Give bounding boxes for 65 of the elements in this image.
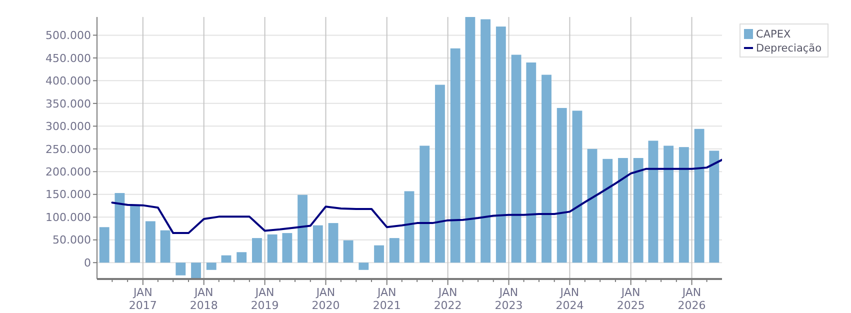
y-tick-label: 250.000 xyxy=(46,142,91,156)
x-tick-label: JAN 2021 xyxy=(372,286,401,312)
bar xyxy=(130,204,140,263)
y-tick-label: 500.000 xyxy=(46,29,91,42)
y-tick-label: 400.000 xyxy=(46,74,91,88)
x-tick-label: JAN 2024 xyxy=(556,286,584,312)
x-tick-label: JAN 2018 xyxy=(190,286,218,312)
y-tick-label: 200.000 xyxy=(46,166,91,179)
bar xyxy=(542,74,552,263)
legend-label: Depreciação xyxy=(756,42,822,55)
bar xyxy=(145,221,156,263)
bar xyxy=(114,193,125,263)
bar xyxy=(511,54,522,263)
bar xyxy=(298,194,308,263)
bar xyxy=(206,262,216,270)
bar xyxy=(160,230,170,263)
bar xyxy=(694,128,704,263)
bar xyxy=(587,148,598,263)
bar xyxy=(374,245,384,263)
bar xyxy=(450,48,460,263)
x-tick-label: JAN 2025 xyxy=(616,286,645,312)
bar xyxy=(465,17,476,263)
bar xyxy=(633,158,644,263)
bar xyxy=(267,234,278,263)
bar xyxy=(191,262,201,279)
x-tick-label: JAN 2017 xyxy=(128,286,157,312)
bar xyxy=(99,227,110,263)
bar xyxy=(176,262,186,276)
y-tick-label: 0 xyxy=(84,256,91,270)
y-tick-label: 450.000 xyxy=(46,52,91,65)
bar xyxy=(664,146,674,263)
bar xyxy=(252,238,262,263)
bar xyxy=(602,158,613,263)
bar xyxy=(343,240,354,263)
bar xyxy=(526,62,536,263)
bar xyxy=(618,158,628,263)
x-tick-label: JAN 2023 xyxy=(494,286,523,312)
x-tick-label: JAN 2020 xyxy=(312,286,340,312)
bar xyxy=(678,147,689,263)
y-tick-label: 150.000 xyxy=(46,188,91,202)
bar xyxy=(480,19,491,263)
bar xyxy=(282,233,292,263)
y-tick-label: 50.000 xyxy=(52,234,91,247)
bar xyxy=(556,108,567,263)
bar xyxy=(709,150,720,263)
bar xyxy=(435,84,445,263)
bar xyxy=(496,26,506,263)
bar xyxy=(358,262,369,270)
x-tick-label: JAN 2022 xyxy=(434,286,462,312)
bar xyxy=(572,110,582,263)
x-tick-label: JAN 2026 xyxy=(678,286,706,312)
bar xyxy=(221,255,232,263)
x-tick-label: JAN 2019 xyxy=(250,286,279,312)
line-series xyxy=(111,158,722,234)
bar xyxy=(648,140,658,263)
bar xyxy=(404,191,414,263)
bar xyxy=(328,223,338,263)
y-tick-label: 300.000 xyxy=(46,120,91,134)
y-tick-label: 100.000 xyxy=(46,210,91,224)
legend-label: CAPEX xyxy=(756,28,791,41)
bar xyxy=(389,238,400,263)
bar xyxy=(420,146,430,263)
bar xyxy=(236,252,247,263)
bar xyxy=(312,225,323,263)
y-tick-label: 350.000 xyxy=(46,97,91,110)
